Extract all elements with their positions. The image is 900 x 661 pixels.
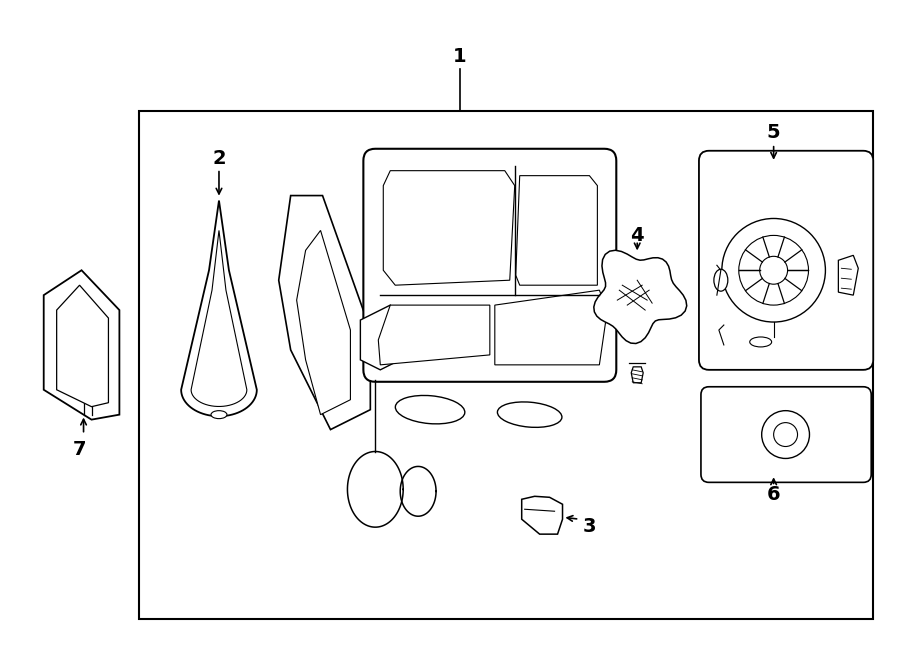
Polygon shape [279,196,370,430]
Text: 2: 2 [212,149,226,169]
Circle shape [722,219,825,322]
Bar [140,111,873,619]
Circle shape [760,256,788,284]
Polygon shape [522,496,562,534]
Polygon shape [191,231,247,407]
Polygon shape [516,176,598,285]
Ellipse shape [211,410,227,418]
Circle shape [739,235,808,305]
Ellipse shape [498,402,562,428]
Ellipse shape [714,269,728,291]
Polygon shape [297,231,350,414]
Text: 6: 6 [767,485,780,504]
FancyBboxPatch shape [364,149,616,382]
FancyBboxPatch shape [701,387,871,483]
Polygon shape [360,305,400,370]
Polygon shape [378,305,490,365]
FancyBboxPatch shape [699,151,873,370]
Polygon shape [495,290,608,365]
Polygon shape [594,251,687,344]
Ellipse shape [395,395,464,424]
Polygon shape [383,171,515,285]
Polygon shape [44,270,120,420]
Circle shape [761,410,809,459]
Polygon shape [839,255,859,295]
Circle shape [774,422,797,447]
Text: 3: 3 [582,517,596,535]
Polygon shape [631,367,644,383]
Text: 7: 7 [73,440,86,459]
Text: 5: 5 [767,124,780,142]
Text: 4: 4 [630,226,644,245]
Text: 1: 1 [453,47,467,65]
Polygon shape [57,285,108,407]
Ellipse shape [750,337,771,347]
Polygon shape [181,200,256,416]
